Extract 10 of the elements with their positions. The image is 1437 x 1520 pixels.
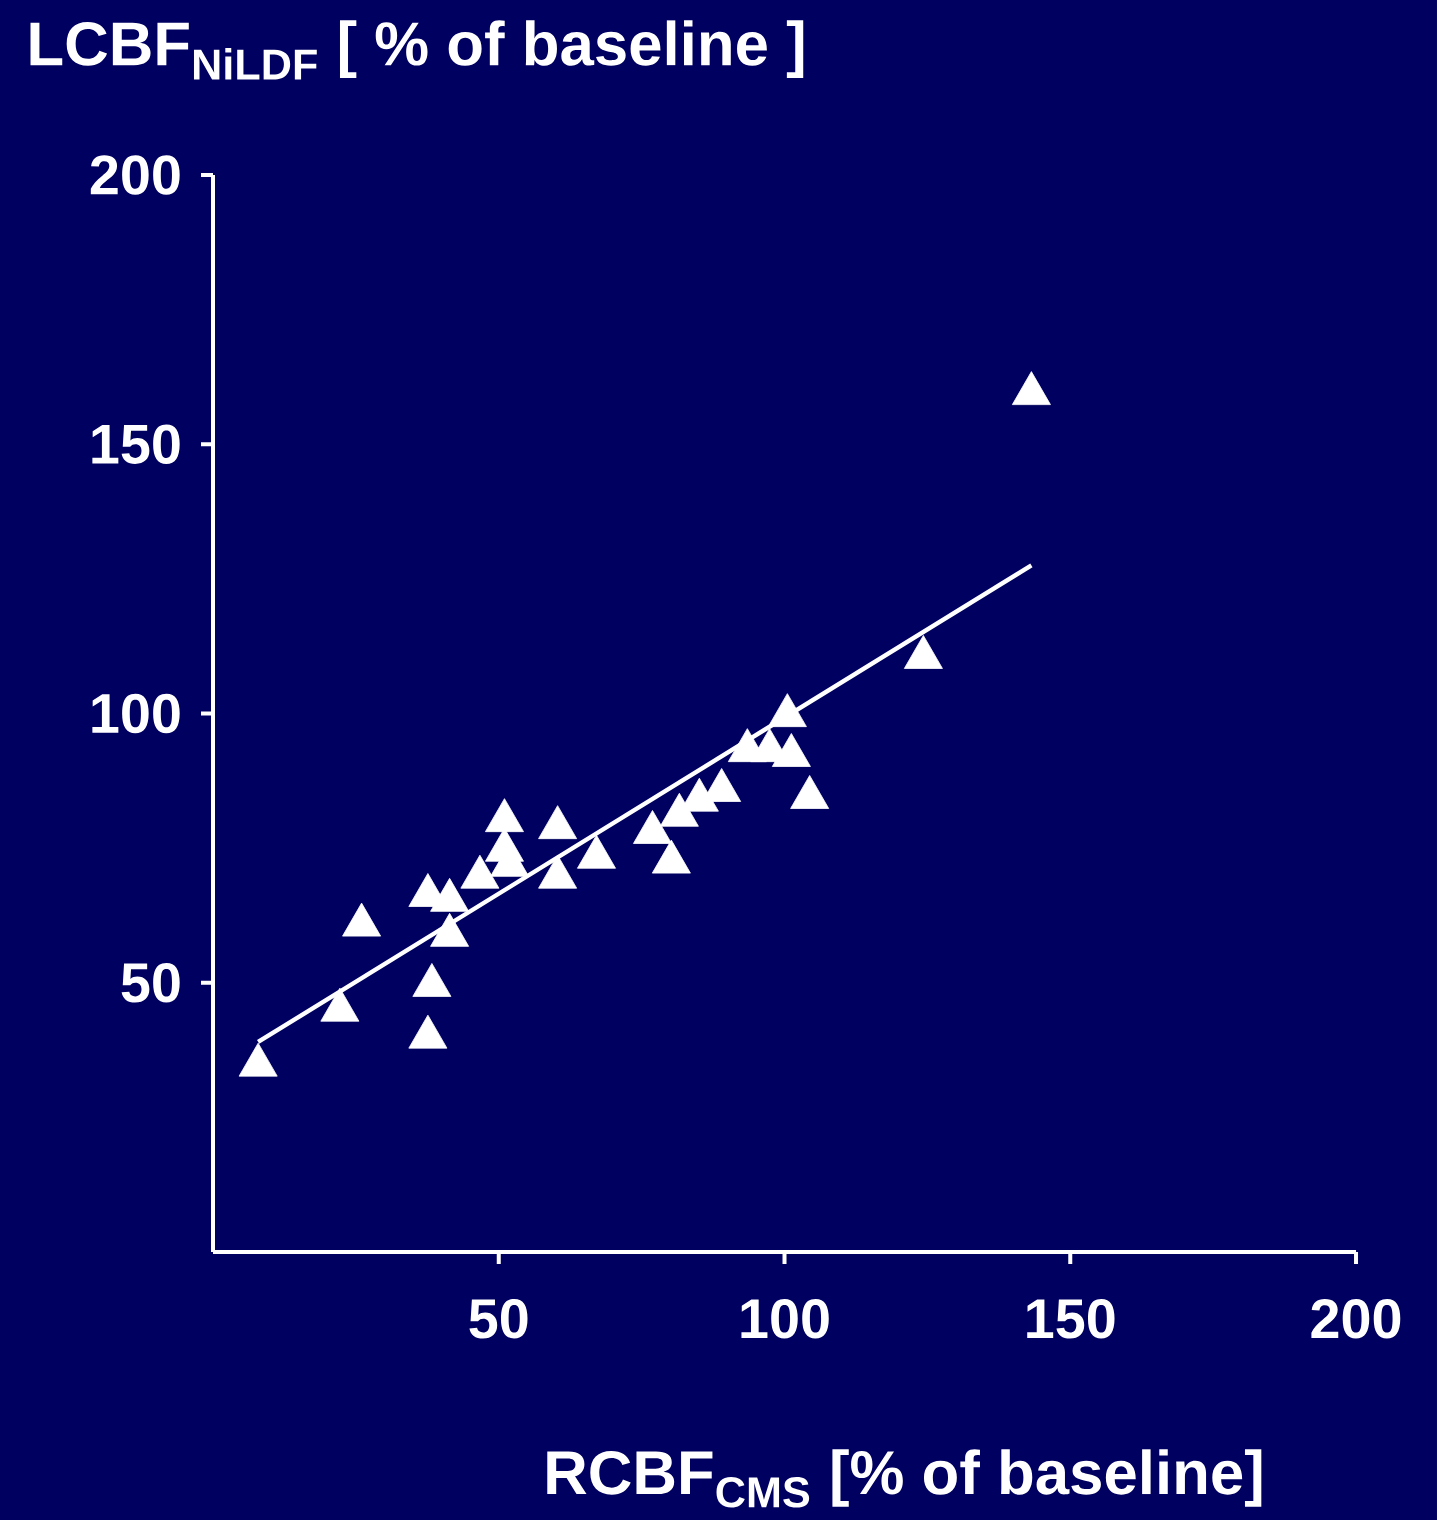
y-tick-label: 100 [92,693,180,734]
x-tick-label: 150 [1027,1299,1115,1339]
x-tick-label: 50 [469,1299,528,1339]
y-axis-title: LCBF$_{NiLDF}$ [ % of baseline ] [30,20,804,80]
y-tick-label: 50 [121,963,180,1003]
x-tick-label: 200 [1311,1299,1401,1339]
x-tick-label: 100 [741,1299,829,1339]
y-tick-label: 200 [90,155,180,195]
x-axis-title: RCBF$_{CMS}$ [% of baseline] [547,1449,1262,1508]
y-tick-label: 150 [92,424,180,464]
